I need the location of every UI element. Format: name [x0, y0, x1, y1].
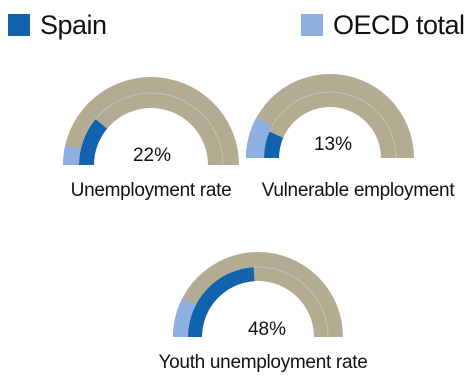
- legend-label-spain: Spain: [40, 9, 107, 40]
- gauge-bar-oecd-total: [246, 117, 273, 158]
- gauge-vulnerable-employment: 13%: [246, 74, 414, 159]
- gauge-track-inner: [264, 92, 396, 158]
- legend-swatch-spain: [8, 14, 30, 36]
- gauge-track-outer: [246, 74, 414, 158]
- gauge-bar-spain: [264, 131, 284, 158]
- gauge-value-vulnerable-employment: 13%: [314, 134, 352, 155]
- legend-item-spain: Spain: [8, 8, 107, 42]
- gauge-bar-oecd-total: [63, 145, 81, 165]
- gauge-label-vulnerable-employment: Vulnerable employment: [261, 180, 455, 201]
- gauge-value-unemployment-rate: 22%: [133, 145, 171, 166]
- gauge-bar-oecd-total: [173, 298, 196, 337]
- legend-label-oecd: OECD total: [333, 9, 465, 40]
- gauge-track-outer: [63, 77, 239, 165]
- gauge-unemployment-rate: 22%: [63, 77, 239, 166]
- gauge-youth-unemployment-rate: 48%: [173, 252, 343, 340]
- gauge-label-youth-unemployment-rate: Youth unemployment rate: [158, 352, 368, 373]
- gauge-track-inner: [79, 93, 223, 165]
- legend-item-oecd: OECD total: [301, 8, 465, 42]
- gauge-label-unemployment-rate: Unemployment rate: [70, 180, 232, 201]
- gauge-bar-spain: [188, 267, 255, 337]
- gauge-lane-divider: [263, 91, 397, 159]
- gauge-track-outer: [173, 252, 343, 337]
- gauge-bar-spain: [79, 119, 108, 165]
- legend-swatch-oecd: [301, 14, 323, 36]
- gauge-value-youth-unemployment-rate: 48%: [248, 319, 286, 340]
